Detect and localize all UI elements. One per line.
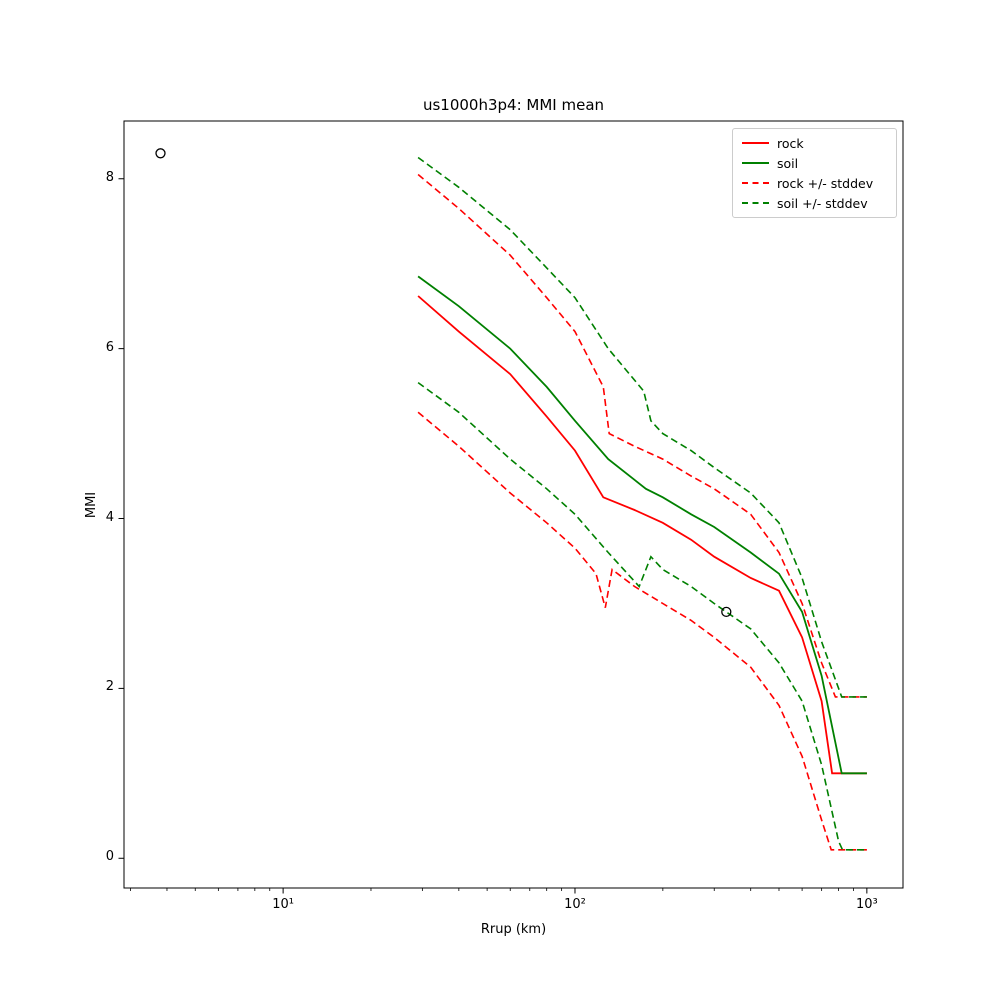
x-tick-label: 10² bbox=[564, 897, 586, 912]
x-tick-label: 10³ bbox=[855, 897, 878, 912]
legend-entry-soil-stddev: soil +/- stddev bbox=[742, 193, 887, 213]
y-tick-label: 4 bbox=[105, 509, 114, 525]
series-soil-minus-stddev bbox=[417, 381, 867, 851]
legend-entry-soil: soil bbox=[742, 153, 887, 173]
series-soil bbox=[417, 275, 867, 775]
series-rock bbox=[417, 295, 867, 775]
x-tick-label: 10¹ bbox=[272, 897, 294, 912]
y-tick-label: 0 bbox=[105, 849, 114, 865]
legend: rock soil rock +/- stddev soil +/- stdde… bbox=[732, 128, 897, 218]
series-rock-plus-stddev bbox=[417, 173, 867, 698]
x-axis-label: Rrup (km) bbox=[480, 922, 547, 937]
legend-entry-rock: rock bbox=[742, 133, 887, 153]
plot-border bbox=[123, 120, 904, 889]
legend-line-sample-soil bbox=[742, 162, 769, 164]
legend-label: rock bbox=[777, 135, 804, 151]
legend-line-sample-rock-stddev bbox=[742, 182, 769, 184]
legend-line-sample-rock bbox=[742, 142, 769, 144]
legend-entry-rock-stddev: rock +/- stddev bbox=[742, 173, 887, 193]
y-tick-label: 2 bbox=[105, 679, 114, 695]
legend-label: soil bbox=[777, 155, 799, 171]
legend-line-sample-soil-stddev bbox=[742, 202, 769, 204]
y-tick-label: 8 bbox=[105, 169, 114, 185]
legend-label: soil +/- stddev bbox=[777, 195, 868, 211]
y-tick-label: 6 bbox=[105, 339, 114, 355]
series-soil-plus-stddev bbox=[417, 156, 867, 698]
legend-label: rock +/- stddev bbox=[777, 175, 874, 191]
series-rock-minus-stddev bbox=[417, 411, 867, 851]
scatter-point bbox=[721, 606, 732, 618]
scatter-point bbox=[155, 148, 166, 159]
chart-title: us1000h3p4: MMI mean bbox=[422, 96, 605, 114]
